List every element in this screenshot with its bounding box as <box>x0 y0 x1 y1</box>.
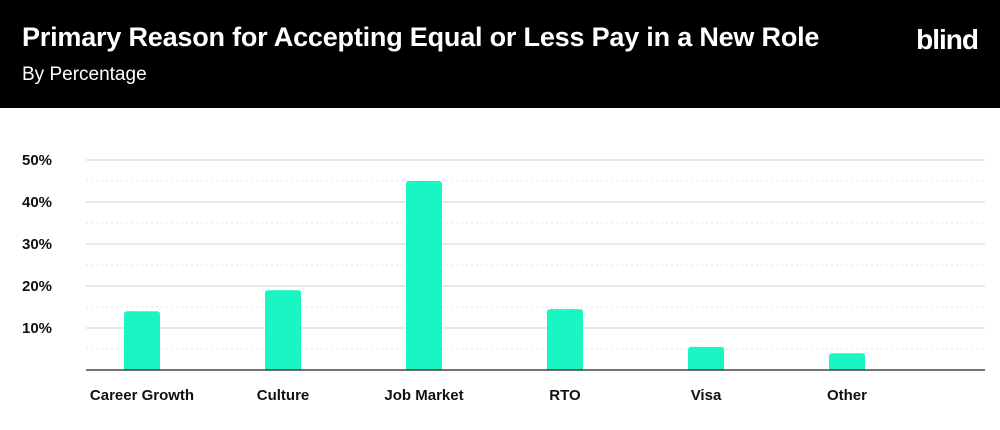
y-axis-ticks: 10% 20% 30% 40% 50% <box>22 152 52 337</box>
y-tick-label: 20% <box>22 278 52 295</box>
bar-other <box>829 353 865 370</box>
bar-career-growth <box>124 311 160 370</box>
x-tick-label: Career Growth <box>90 387 194 404</box>
chart-subtitle: By Percentage <box>22 64 147 85</box>
bar-visa <box>688 346 724 370</box>
y-tick-label: 40% <box>22 194 52 211</box>
x-tick-label: Visa <box>691 387 722 404</box>
y-tick-label: 50% <box>22 152 52 169</box>
grid-lines <box>86 159 985 350</box>
x-tick-label: Job Market <box>384 387 463 404</box>
x-tick-label: RTO <box>549 387 581 404</box>
bar-culture <box>265 290 301 370</box>
x-tick-label: Culture <box>257 387 310 404</box>
bar-chart: 10% 20% 30% 40% 50% Career Growth Culture Job … <box>22 152 985 404</box>
chart-title: Primary Reason for Accepting Equal or Le… <box>22 22 820 52</box>
bar-job-market <box>406 181 442 370</box>
bars <box>124 181 865 370</box>
x-axis-labels: Career Growth Culture Job Market RTO Visa Oth… <box>90 387 867 404</box>
y-tick-label: 10% <box>22 320 52 337</box>
bar-rto <box>547 309 583 370</box>
y-tick-label: 30% <box>22 236 52 253</box>
x-tick-label: Other <box>827 387 867 404</box>
chart-header: Primary Reason for Accepting Equal or Le… <box>0 0 1000 108</box>
blind-logo: blind <box>916 24 979 55</box>
